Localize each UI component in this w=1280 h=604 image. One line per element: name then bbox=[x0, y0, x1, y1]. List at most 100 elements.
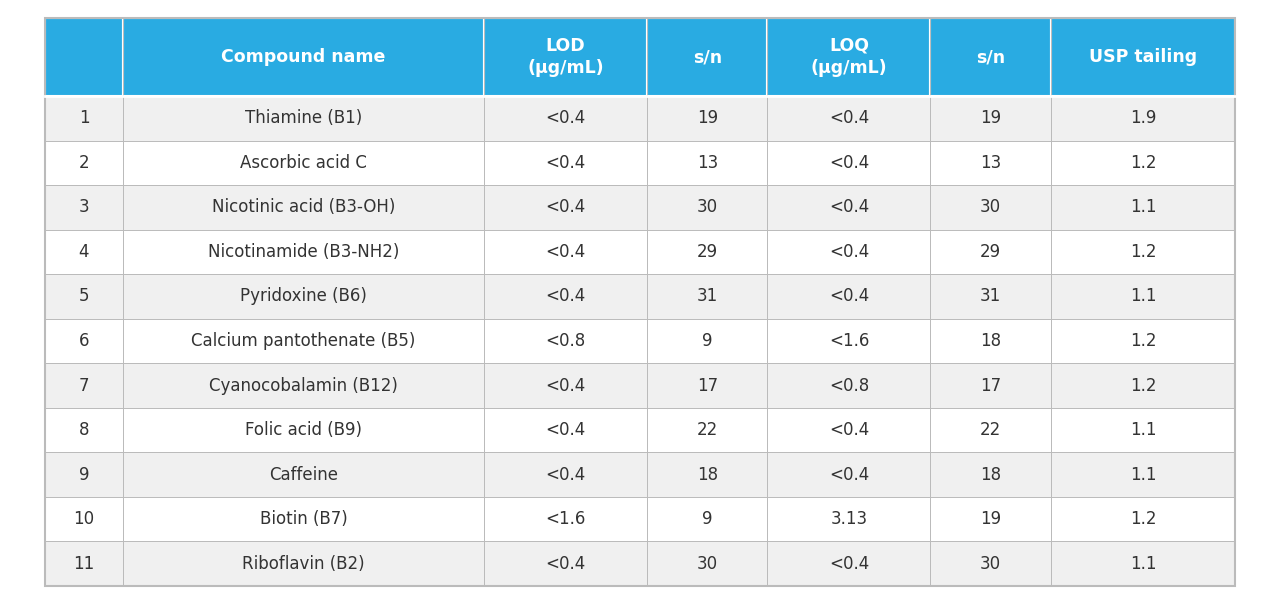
Bar bbox=[1051, 274, 1235, 319]
Text: <0.4: <0.4 bbox=[545, 154, 586, 172]
Bar bbox=[45, 497, 123, 541]
Bar bbox=[123, 96, 484, 141]
Text: 13: 13 bbox=[980, 154, 1001, 172]
Bar bbox=[648, 319, 768, 363]
Bar bbox=[123, 497, 484, 541]
Text: 18: 18 bbox=[980, 332, 1001, 350]
Text: 19: 19 bbox=[980, 109, 1001, 127]
Bar bbox=[1051, 185, 1235, 230]
Text: 2: 2 bbox=[78, 154, 90, 172]
Bar bbox=[768, 319, 931, 363]
Bar bbox=[931, 185, 1051, 230]
Bar bbox=[45, 408, 123, 452]
Bar bbox=[768, 274, 931, 319]
Text: LOD
(μg/mL): LOD (μg/mL) bbox=[527, 37, 604, 77]
Bar bbox=[648, 230, 768, 274]
Text: <0.8: <0.8 bbox=[545, 332, 586, 350]
Bar bbox=[1051, 230, 1235, 274]
Text: 29: 29 bbox=[696, 243, 718, 261]
Text: <0.4: <0.4 bbox=[829, 421, 869, 439]
Bar bbox=[484, 363, 648, 408]
Bar bbox=[1051, 18, 1235, 96]
Bar bbox=[768, 363, 931, 408]
Text: 1.1: 1.1 bbox=[1130, 288, 1156, 306]
Bar bbox=[931, 274, 1051, 319]
Bar bbox=[931, 541, 1051, 586]
Text: 1.2: 1.2 bbox=[1130, 154, 1156, 172]
Text: 3: 3 bbox=[78, 198, 90, 216]
Text: Cyanocobalamin (B12): Cyanocobalamin (B12) bbox=[209, 376, 398, 394]
Bar bbox=[123, 319, 484, 363]
Bar bbox=[123, 141, 484, 185]
Text: 17: 17 bbox=[980, 376, 1001, 394]
Bar bbox=[123, 230, 484, 274]
Bar bbox=[45, 363, 123, 408]
Bar bbox=[931, 497, 1051, 541]
Text: 6: 6 bbox=[78, 332, 90, 350]
Text: Compound name: Compound name bbox=[221, 48, 385, 66]
Bar bbox=[648, 96, 768, 141]
Text: 30: 30 bbox=[696, 554, 718, 573]
Text: Pyridoxine (B6): Pyridoxine (B6) bbox=[241, 288, 367, 306]
Bar bbox=[45, 541, 123, 586]
Bar bbox=[931, 363, 1051, 408]
Bar bbox=[648, 141, 768, 185]
Bar bbox=[931, 18, 1051, 96]
Bar bbox=[931, 230, 1051, 274]
Text: 18: 18 bbox=[696, 466, 718, 484]
Text: 1.2: 1.2 bbox=[1130, 510, 1156, 528]
Bar bbox=[45, 141, 123, 185]
Bar bbox=[648, 452, 768, 497]
Text: <0.4: <0.4 bbox=[545, 466, 586, 484]
Text: Nicotinamide (B3-NH2): Nicotinamide (B3-NH2) bbox=[207, 243, 399, 261]
Bar bbox=[768, 497, 931, 541]
Text: <0.4: <0.4 bbox=[829, 288, 869, 306]
Bar bbox=[484, 408, 648, 452]
Text: LOQ
(μg/mL): LOQ (μg/mL) bbox=[810, 37, 887, 77]
Bar bbox=[484, 319, 648, 363]
Text: <1.6: <1.6 bbox=[828, 332, 869, 350]
Text: <0.4: <0.4 bbox=[829, 466, 869, 484]
Bar bbox=[648, 408, 768, 452]
Text: 9: 9 bbox=[701, 332, 713, 350]
Bar bbox=[123, 185, 484, 230]
Text: Nicotinic acid (B3-OH): Nicotinic acid (B3-OH) bbox=[212, 198, 396, 216]
Bar bbox=[931, 141, 1051, 185]
Text: 30: 30 bbox=[696, 198, 718, 216]
Text: Folic acid (B9): Folic acid (B9) bbox=[244, 421, 362, 439]
Bar bbox=[648, 274, 768, 319]
Bar bbox=[768, 230, 931, 274]
Bar bbox=[123, 363, 484, 408]
Text: 9: 9 bbox=[78, 466, 90, 484]
Bar bbox=[931, 452, 1051, 497]
Text: 17: 17 bbox=[696, 376, 718, 394]
Bar bbox=[648, 185, 768, 230]
Text: <0.4: <0.4 bbox=[545, 243, 586, 261]
Text: 19: 19 bbox=[696, 109, 718, 127]
Bar bbox=[1051, 319, 1235, 363]
Text: 1.1: 1.1 bbox=[1130, 198, 1156, 216]
Bar bbox=[931, 408, 1051, 452]
Text: 19: 19 bbox=[980, 510, 1001, 528]
Bar bbox=[45, 18, 123, 96]
Bar bbox=[931, 319, 1051, 363]
Bar bbox=[768, 185, 931, 230]
Bar bbox=[484, 452, 648, 497]
Bar bbox=[484, 141, 648, 185]
Text: Riboflavin (B2): Riboflavin (B2) bbox=[242, 554, 365, 573]
Text: Ascorbic acid C: Ascorbic acid C bbox=[241, 154, 367, 172]
Text: Biotin (B7): Biotin (B7) bbox=[260, 510, 347, 528]
Bar bbox=[931, 96, 1051, 141]
Bar bbox=[45, 230, 123, 274]
Bar bbox=[123, 408, 484, 452]
Text: Thiamine (B1): Thiamine (B1) bbox=[244, 109, 362, 127]
Text: <0.4: <0.4 bbox=[829, 154, 869, 172]
Bar bbox=[45, 452, 123, 497]
Bar bbox=[1051, 541, 1235, 586]
Text: <0.4: <0.4 bbox=[829, 198, 869, 216]
Bar bbox=[768, 452, 931, 497]
Text: Caffeine: Caffeine bbox=[269, 466, 338, 484]
Text: 5: 5 bbox=[78, 288, 90, 306]
Text: <0.4: <0.4 bbox=[545, 554, 586, 573]
Text: 1.1: 1.1 bbox=[1130, 554, 1156, 573]
